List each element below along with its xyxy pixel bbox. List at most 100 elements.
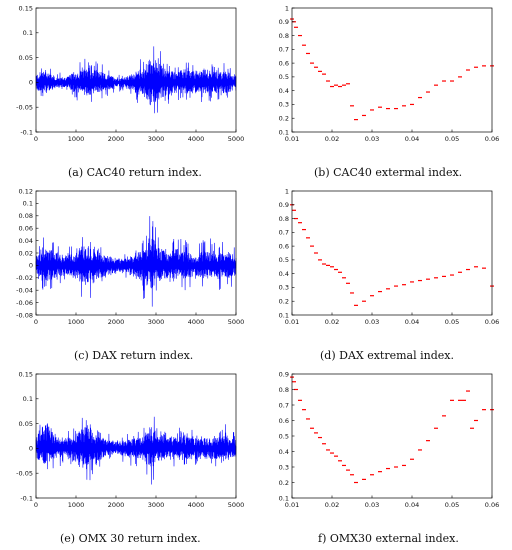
y-tick-label: 1 [285, 187, 289, 195]
data-point [450, 399, 454, 401]
y-tick-label: 0.1 [279, 128, 289, 136]
data-point [330, 85, 334, 88]
data-point [482, 65, 486, 67]
data-point [322, 73, 326, 75]
data-point [342, 84, 346, 86]
y-tick-label: 0.5 [279, 256, 289, 264]
data-point [294, 26, 298, 28]
x-tick-label: 3000 [148, 135, 165, 143]
data-point [402, 105, 406, 107]
x-tick-label: 3000 [148, 318, 165, 326]
data-point [410, 103, 414, 106]
x-tick-label: 4000 [188, 135, 205, 143]
return-series-line [35, 46, 237, 114]
data-point [354, 119, 358, 121]
data-point [330, 452, 334, 454]
plot-frame [291, 190, 493, 316]
y-tick-label: 0.5 [279, 432, 289, 440]
plot-frame [291, 7, 493, 133]
data-point [370, 474, 374, 476]
data-point [426, 278, 430, 280]
data-point [346, 469, 350, 471]
data-point [314, 432, 318, 434]
data-point [306, 52, 310, 55]
data-point [466, 268, 470, 271]
data-point [418, 96, 422, 99]
x-tick-label: 0 [34, 501, 38, 509]
x-tick-label: 0.05 [445, 318, 459, 326]
chart-d-svg: 0.01 0.02 0.03 0.04 0.05 0.06 0.1 0.2 0.3 0.4 0.5 0… [279, 187, 500, 326]
x-tick-label: 4000 [188, 318, 205, 326]
data-point [318, 259, 322, 261]
y-tick-label: 0.3 [279, 101, 289, 109]
data-point [292, 209, 296, 211]
y-tick-label: 1 [285, 4, 289, 12]
data-point [458, 76, 462, 78]
caption-b: (b) CAC40 extermal index. [314, 166, 463, 179]
data-point [322, 263, 326, 265]
data-point [334, 455, 338, 457]
x-tick-label: 5000 [228, 318, 245, 326]
x-tick-label: 0.01 [285, 318, 299, 326]
data-point [386, 467, 390, 470]
data-point [292, 381, 296, 383]
y-tick-label: 0.02 [19, 249, 33, 257]
data-point [334, 268, 338, 271]
y-tick-label: 0.1 [23, 395, 33, 403]
data-point [314, 66, 318, 68]
x-tick-label: 3000 [148, 501, 165, 509]
data-point [346, 83, 350, 85]
data-point [350, 292, 354, 294]
chart-e-svg: 0 1000 2000 3000 4000 5000 -0.1 -0.05 0 0.05 0.1 0.… [16, 370, 245, 509]
x-tick-label: 0.03 [365, 501, 379, 509]
data-point [482, 267, 486, 269]
data-point [294, 217, 298, 220]
data-point [426, 440, 430, 442]
data-point [330, 266, 334, 268]
data-point [442, 415, 446, 417]
chart-panel-a: 0 1000 2000 3000 4000 5000 -0.1 -0.05 0 0.05 0.1 0.… [0, 0, 256, 183]
data-point [302, 228, 306, 231]
data-point [318, 436, 322, 439]
data-point [310, 427, 314, 429]
data-point [298, 222, 302, 224]
data-point [302, 409, 306, 411]
y-tick-label: 0.1 [279, 311, 289, 319]
x-tick-label: 0.06 [485, 318, 499, 326]
data-point [378, 471, 382, 473]
x-tick-label: 0.05 [445, 501, 459, 509]
chart-panel-b: 0.01 0.02 0.03 0.04 0.05 0.06 0.1 0.2 0.3 0.4 0.5 0… [256, 0, 512, 183]
data-point [294, 388, 298, 391]
y-tick-label: -0.04 [16, 287, 33, 295]
chart-panel-c: 0 1000 2000 3000 4000 5000 -0.08 -0.06 -0.04 -0.0… [0, 183, 256, 366]
data-point [386, 288, 390, 290]
x-tick-label: 0.02 [325, 135, 339, 143]
data-point [302, 44, 306, 46]
data-point [466, 390, 470, 392]
x-tick-label: 0 [34, 318, 38, 326]
y-tick-label: 0.1 [23, 29, 33, 37]
data-point [426, 91, 430, 93]
y-tick-label: 0.1 [23, 200, 33, 208]
x-tick-label: 0.06 [485, 135, 499, 143]
y-tick-label: -0.08 [16, 311, 33, 319]
x-tick-label: 5000 [228, 501, 245, 509]
data-point [402, 464, 406, 467]
x-tick-label: 0 [34, 135, 38, 143]
y-tick-label: 0.2 [279, 479, 289, 487]
y-tick-label: -0.05 [16, 104, 33, 112]
x-tick-label: 5000 [228, 135, 245, 143]
data-point [442, 80, 446, 82]
x-tick-label: 1000 [68, 318, 85, 326]
x-tick-label: 2000 [108, 135, 125, 143]
caption-c: (c) DAX return index. [74, 349, 194, 362]
chart-panel-f: 0.01 0.02 0.03 0.04 0.05 0.06 0.1 0.2 0.3 0.4 0.5 0… [256, 366, 512, 550]
x-tick-label: 2000 [108, 501, 125, 509]
y-tick-label: 0.05 [19, 54, 33, 62]
x-tick-label: 4000 [188, 501, 205, 509]
data-point [342, 464, 346, 467]
y-tick-label: 0.15 [19, 370, 33, 378]
plot-frame [35, 373, 237, 499]
data-point [346, 282, 350, 284]
data-point [314, 252, 318, 254]
